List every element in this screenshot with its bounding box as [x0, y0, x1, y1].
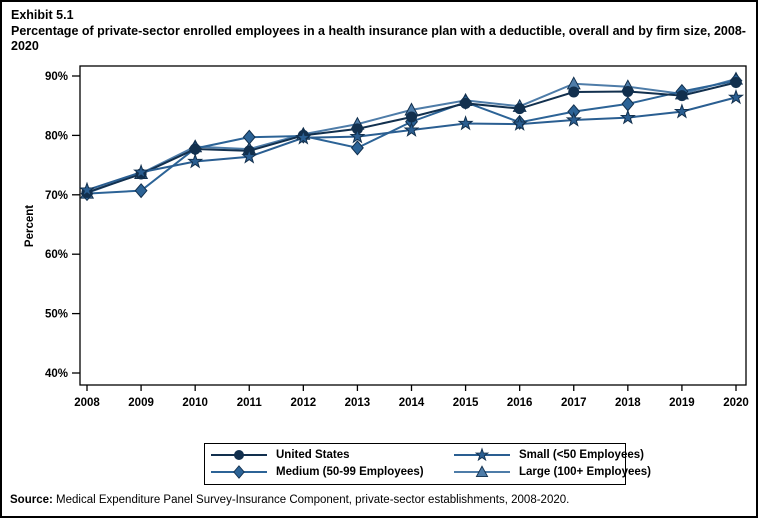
- star-marker-icon: [349, 128, 366, 144]
- x-tick-label: 2017: [561, 397, 587, 409]
- circle-marker-icon: [234, 450, 244, 460]
- source-text: Medical Expenditure Panel Survey-Insuran…: [52, 494, 570, 506]
- star-marker-icon: [511, 115, 528, 131]
- x-tick-label: 2011: [237, 397, 263, 409]
- legend-item: Small (<50 Employees): [454, 447, 651, 463]
- chart-header: Exhibit 5.1 Percentage of private-sector…: [11, 8, 753, 55]
- y-tick-label: 90%: [45, 71, 68, 83]
- diamond-marker-icon: [350, 140, 364, 156]
- star-legend-sample: [454, 447, 510, 462]
- x-tick-label: 2018: [615, 397, 641, 409]
- x-tick-label: 2012: [291, 397, 317, 409]
- diamond-marker-icon: [233, 465, 245, 479]
- diamond-legend-sample: [211, 465, 267, 479]
- exhibit-label: Exhibit 5.1: [11, 8, 74, 22]
- y-tick-label: 50%: [45, 309, 68, 321]
- star-marker-icon: [295, 129, 312, 145]
- series-line: [86, 78, 737, 194]
- star-marker-icon: [673, 103, 690, 119]
- y-tick-label: 40%: [45, 368, 68, 380]
- star-marker-icon: [241, 148, 258, 164]
- circle-marker-icon: [514, 103, 526, 115]
- legend: United States Small (<50 Employees) Medium…: [204, 443, 651, 485]
- x-tick-label: 2009: [128, 397, 154, 409]
- legend-label: Small (<50 Employees): [519, 449, 644, 461]
- y-tick-label: 70%: [45, 190, 68, 202]
- chart-title: Percentage of private-sector enrolled em…: [11, 23, 746, 54]
- star-marker-icon: [457, 115, 474, 131]
- legend-label: United States: [276, 449, 350, 461]
- y-axis-label: Percent: [24, 205, 36, 247]
- series-markers: [81, 77, 742, 198]
- x-tick-label: 2019: [669, 397, 695, 409]
- x-tick-label: 2014: [399, 397, 425, 409]
- x-tick-label: 2020: [723, 397, 749, 409]
- circle-marker-icon: [189, 143, 201, 155]
- star-marker-icon: [78, 181, 96, 197]
- circle-marker-icon: [568, 86, 580, 98]
- x-tick-label: 2010: [182, 397, 208, 409]
- y-tick-label: 60%: [45, 249, 68, 261]
- legend-label: Large (100+ Employees): [519, 466, 651, 478]
- plot-border: [79, 65, 747, 386]
- diamond-marker-icon: [242, 129, 256, 145]
- triangle-marker-icon: [475, 465, 489, 478]
- series-markers: [79, 71, 744, 199]
- star-marker-icon: [474, 447, 490, 462]
- legend-item: Medium (50-99 Employees): [211, 464, 454, 480]
- circle-legend-sample: [211, 450, 267, 460]
- legend-label: Medium (50-99 Employees): [276, 466, 424, 478]
- series-markers: [78, 88, 745, 197]
- diamond-marker-icon: [134, 183, 148, 199]
- series-line: [86, 79, 737, 195]
- series-line: [86, 81, 737, 194]
- star-marker-icon: [187, 153, 204, 169]
- triangle-legend-sample: [454, 465, 510, 478]
- star-marker-icon: [727, 88, 745, 105]
- legend-item: United States: [211, 447, 454, 463]
- diamond-marker-icon: [621, 96, 635, 112]
- legend-item: Large (100+ Employees): [454, 464, 651, 480]
- y-tick-label: 80%: [45, 130, 68, 142]
- circle-marker-icon: [622, 85, 634, 97]
- star-marker-icon: [619, 109, 636, 125]
- circle-marker-icon: [406, 111, 417, 123]
- circle-marker-icon: [460, 97, 472, 109]
- source-label: Source:: [10, 494, 53, 506]
- x-tick-label: 2015: [453, 397, 479, 409]
- source-note: Source: Medical Expenditure Panel Survey…: [10, 494, 569, 506]
- x-tick-label: 2016: [507, 397, 533, 409]
- x-tick-label: 2013: [345, 397, 371, 409]
- star-marker-icon: [565, 111, 582, 127]
- star-marker-icon: [133, 163, 150, 180]
- x-tick-label: 2008: [74, 397, 100, 409]
- star-marker-icon: [403, 121, 420, 137]
- circle-marker-icon: [730, 77, 742, 89]
- circle-marker-icon: [676, 90, 688, 102]
